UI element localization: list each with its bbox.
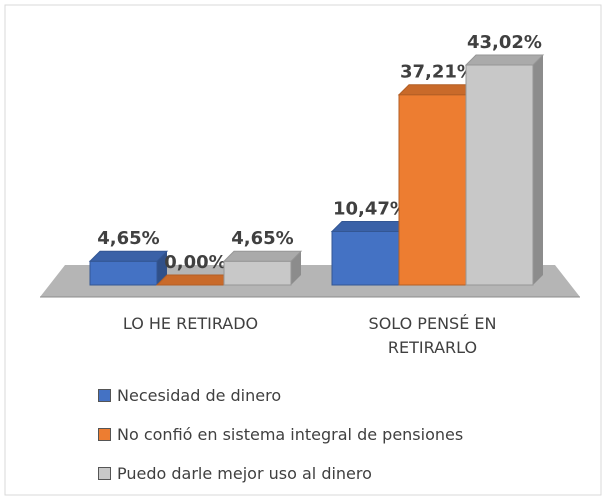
bar-side: [291, 251, 301, 285]
data-label: 4,65%: [97, 228, 159, 249]
data-label: 43,02%: [467, 32, 542, 53]
data-label: 37,21%: [400, 62, 475, 83]
bar-top: [222, 250, 303, 262]
legend-item: Puedo darle mejor uso al dinero: [98, 464, 372, 483]
bar: [89, 260, 158, 286]
legend-label: No confió en sistema integral de pension…: [117, 425, 464, 444]
bar: [223, 260, 292, 286]
data-label: 4,65%: [231, 228, 293, 249]
legend-item: Necesidad de dinero: [98, 386, 281, 405]
legend-swatch: [98, 428, 111, 441]
legend-swatch: [98, 389, 111, 402]
bar: [331, 230, 400, 286]
data-label: 0,00%: [164, 252, 226, 273]
x-tick-label: SOLO PENSÉ EN RETIRARLO: [368, 314, 497, 357]
legend-label: Necesidad de dinero: [117, 386, 282, 405]
bar-top: [155, 274, 236, 286]
bar-top: [330, 220, 411, 232]
legend-swatch: [98, 467, 111, 480]
legend-label: Puedo darle mejor uso al dinero: [117, 464, 372, 483]
bar-top: [397, 84, 478, 96]
bar-top: [88, 250, 169, 262]
bar-top: [464, 54, 545, 66]
data-label: 10,47%: [333, 198, 408, 219]
bar: [398, 94, 467, 286]
bar-side: [533, 55, 543, 285]
bar: [465, 64, 534, 286]
legend-item: No confió en sistema integral de pension…: [98, 425, 463, 444]
x-tick-label: LO HE RETIRADO: [122, 314, 259, 333]
bar-side: [157, 251, 167, 285]
